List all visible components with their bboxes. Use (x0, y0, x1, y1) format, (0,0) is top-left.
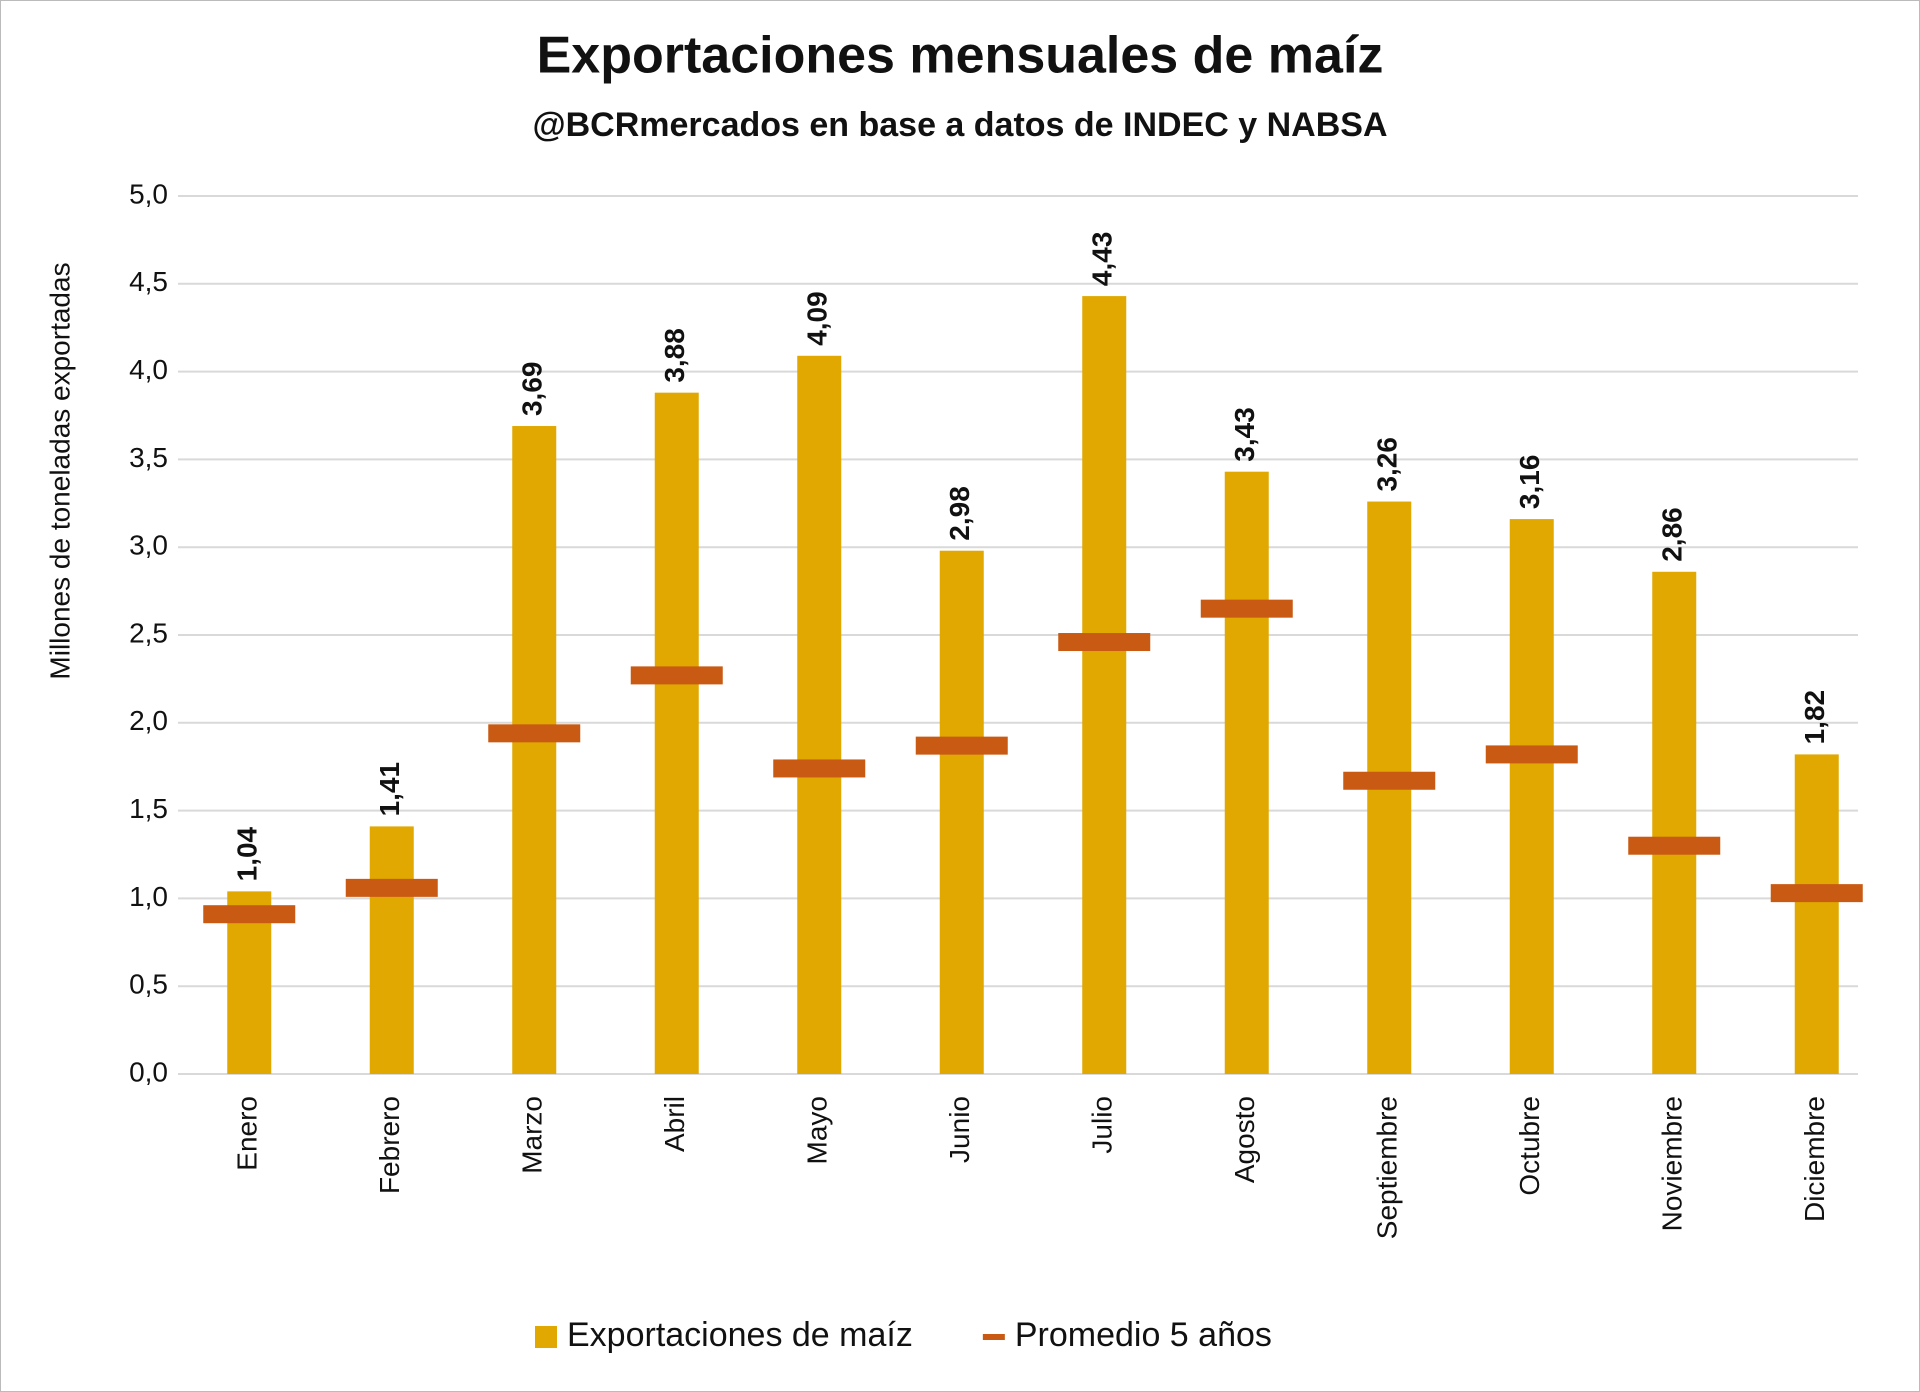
bar (1082, 296, 1127, 1074)
average-marker (1200, 599, 1293, 618)
average-marker (773, 759, 866, 778)
x-tick-label: Octubre (1514, 1096, 1545, 1196)
x-tick-label: Enero (232, 1096, 263, 1171)
y-tick-label: 1,0 (129, 881, 168, 912)
bar (512, 426, 557, 1074)
x-tick-label: Junio (944, 1096, 975, 1163)
average-marker (488, 724, 581, 743)
bar (1794, 754, 1839, 1074)
y-tick-label: 5,0 (129, 178, 168, 209)
data-label: 2,98 (944, 486, 975, 541)
data-label: 3,16 (1514, 455, 1545, 510)
x-tick-label: Julio (1087, 1096, 1118, 1154)
y-tick-label: 2,5 (129, 617, 168, 648)
legend-swatch (535, 1326, 557, 1348)
x-tick-label: Diciembre (1799, 1096, 1830, 1222)
x-tick-label: Febrero (374, 1096, 405, 1194)
x-tick-label: Agosto (1229, 1096, 1260, 1183)
data-label: 4,09 (802, 291, 833, 346)
y-axis-title: Millones de toneladas exportadas (44, 262, 75, 679)
data-label: 3,26 (1372, 437, 1403, 492)
data-label: 1,04 (232, 826, 263, 881)
legend-swatch (982, 1334, 1005, 1340)
data-label: 4,43 (1087, 232, 1118, 287)
average-marker (1343, 771, 1436, 790)
average-marker (915, 736, 1008, 755)
data-label: 1,41 (374, 762, 405, 817)
bar (939, 550, 984, 1074)
legend-label: Promedio 5 años (1015, 1316, 1272, 1354)
y-tick-label: 3,0 (129, 530, 168, 561)
data-label: 1,82 (1799, 690, 1830, 745)
bar (1652, 571, 1697, 1074)
average-marker (203, 905, 296, 924)
data-label: 3,88 (659, 328, 690, 383)
bar (1224, 471, 1269, 1074)
bar (654, 392, 699, 1074)
chart-title: Exportaciones mensuales de maíz (537, 27, 1384, 85)
y-tick-label: 1,5 (129, 793, 168, 824)
x-tick-label: Marzo (517, 1096, 548, 1174)
x-tick-label: Abril (659, 1096, 690, 1152)
average-marker (1485, 745, 1578, 764)
x-tick-label: Septiembre (1372, 1096, 1403, 1239)
data-label: 2,86 (1657, 507, 1688, 562)
y-tick-label: 2,0 (129, 705, 168, 736)
bar (797, 355, 842, 1074)
y-tick-label: 3,5 (129, 442, 168, 473)
average-marker (345, 878, 438, 897)
average-marker (1058, 633, 1151, 652)
y-tick-label: 0,5 (129, 969, 168, 1000)
x-tick-label: Noviembre (1657, 1096, 1688, 1231)
y-tick-label: 4,0 (129, 354, 168, 385)
bar (369, 826, 414, 1074)
y-tick-label: 0,0 (129, 1056, 168, 1087)
bar (1509, 519, 1554, 1074)
data-label: 3,43 (1229, 407, 1260, 462)
y-tick-label: 4,5 (129, 266, 168, 297)
average-marker (1770, 884, 1863, 903)
x-tick-label: Mayo (802, 1096, 833, 1164)
chart-subtitle: @BCRmercados en base a datos de INDEC y … (532, 106, 1387, 144)
average-marker (1628, 836, 1721, 855)
legend-label: Exportaciones de maíz (567, 1316, 913, 1354)
data-label: 3,69 (517, 362, 548, 417)
average-marker (630, 666, 723, 685)
